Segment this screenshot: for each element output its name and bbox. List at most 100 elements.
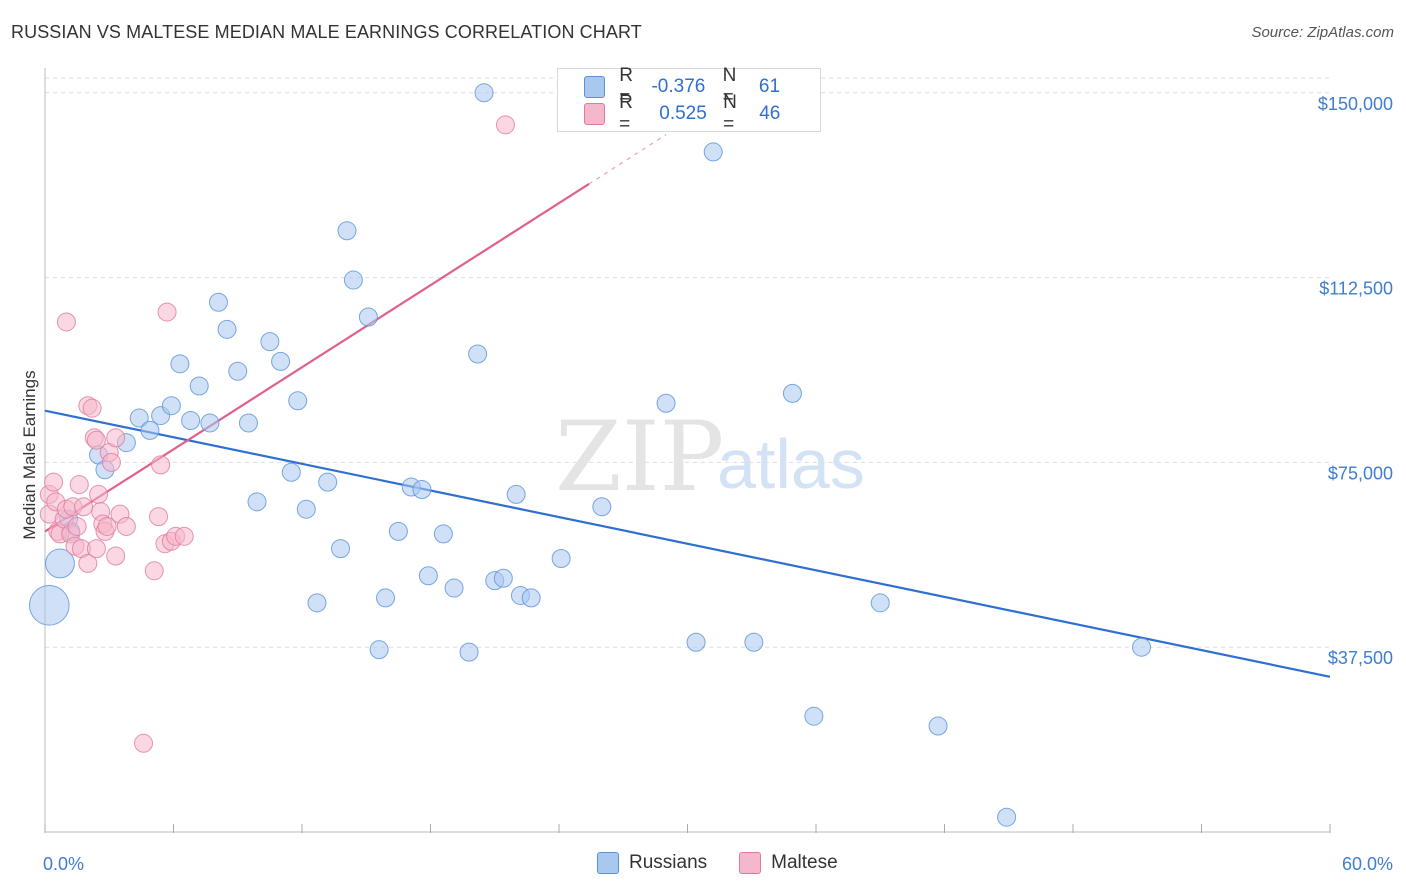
russians-point [433, 524, 453, 544]
russians-swatch [584, 76, 606, 98]
axes [44, 68, 1331, 833]
russians-point [358, 307, 378, 327]
maltese-point [56, 312, 76, 332]
watermark-atlas: atlas [717, 425, 865, 503]
russians-point [592, 497, 612, 517]
russians-point [459, 642, 479, 662]
russians-point [307, 593, 327, 613]
russians-point [804, 706, 824, 726]
russians-point [870, 593, 890, 613]
r-value: -0.376 [651, 76, 706, 97]
russians-point [271, 351, 291, 371]
russians-point [412, 479, 432, 499]
maltese-point [69, 475, 89, 495]
maltese-trend-extension [588, 134, 667, 185]
russians-point [189, 376, 209, 396]
russians-point [928, 716, 948, 736]
russians-point [474, 83, 494, 103]
x-tick-label: 0.0% [43, 854, 84, 874]
y-tick-label: $37,500 [1328, 648, 1393, 668]
russians-point [468, 344, 488, 364]
tick-labels: $37,500 $75,000 $112,500 $150,000 0.0% 60.0% M… [20, 94, 1393, 874]
russians-legend-swatch [597, 852, 619, 874]
chart-title: RUSSIAN VS MALTESE MEDIAN MALE EARNINGS … [11, 22, 642, 42]
russians-point [208, 292, 228, 312]
maltese-point [151, 455, 171, 475]
maltese-point [101, 452, 121, 472]
data-points [28, 83, 1152, 827]
maltese-legend-swatch [739, 852, 762, 874]
russians-point [343, 270, 363, 290]
maltese-point [495, 115, 515, 135]
n-value: 46 [759, 103, 781, 124]
russians-point [238, 413, 258, 433]
maltese-point [86, 539, 106, 559]
x-tick-label: 60.0% [1342, 854, 1393, 874]
russians-point [337, 221, 357, 241]
maltese-point [149, 507, 169, 527]
legend-row-russians: R = -0.376 N = 61 [584, 65, 820, 108]
series-legend: Russians Maltese [597, 852, 870, 874]
maltese-point [106, 546, 126, 566]
russians-point [217, 319, 237, 339]
n-label: N = [723, 92, 737, 135]
russians-point [260, 332, 280, 352]
russians-legend-label: Russians [629, 852, 708, 873]
r-value: 0.525 [659, 103, 707, 124]
maltese-point [74, 497, 94, 517]
russians-point [506, 484, 526, 504]
maltese-legend-label: Maltese [771, 852, 838, 873]
watermark-zip: ZIP [555, 401, 724, 513]
russians-point [181, 411, 201, 431]
russians-point [1132, 637, 1152, 657]
y-axis-label: Median Male Earnings [20, 370, 39, 539]
russians-point [744, 632, 764, 652]
russians-point [170, 354, 190, 374]
r-label: R = [619, 65, 633, 108]
russians-point [521, 588, 541, 608]
russians-point [288, 391, 308, 411]
russians-point [551, 548, 571, 568]
russians-point [369, 640, 389, 660]
russians-point [376, 588, 396, 608]
russians-point [703, 142, 723, 162]
russians-point [296, 499, 316, 519]
maltese-point [116, 516, 136, 536]
maltese-point [134, 733, 154, 753]
source-note: Source: ZipAtlas.com [1251, 24, 1394, 41]
russians-point [997, 807, 1017, 827]
maltese-point [86, 430, 106, 450]
russians-point [444, 578, 464, 598]
r-label: R = [619, 92, 633, 135]
russians-point [331, 539, 351, 559]
russians-point [28, 585, 70, 626]
maltese-point [82, 398, 102, 418]
russians-point [388, 521, 408, 541]
russians-point [656, 393, 676, 413]
legend-row-maltese: R = 0.525 N = 46 [584, 92, 820, 135]
maltese-point [144, 561, 164, 581]
legend-item-maltese: Maltese [739, 852, 838, 874]
russians-point [200, 413, 220, 433]
russians-point [161, 396, 181, 416]
maltese-trend-line [44, 183, 590, 533]
n-value: 61 [758, 76, 781, 97]
russians-point [418, 566, 438, 586]
russians-point [318, 472, 338, 492]
russians-point [493, 568, 513, 588]
russians-trend-line [44, 409, 1331, 678]
maltese-point [106, 428, 126, 448]
correlation-legend: R = -0.376 N = 61 R = 0.525 N = 46 [557, 65, 821, 135]
russians-point [45, 548, 75, 579]
russians-point [140, 420, 160, 440]
russians-point [782, 383, 802, 403]
trend-lines [44, 134, 1331, 678]
maltese-point [44, 472, 64, 492]
russians-point [129, 408, 149, 428]
legend-item-russians: Russians [597, 852, 707, 874]
russians-point [686, 632, 706, 652]
y-tick-label: $150,000 [1318, 94, 1393, 114]
maltese-point [97, 516, 117, 536]
maltese-point [157, 302, 177, 322]
